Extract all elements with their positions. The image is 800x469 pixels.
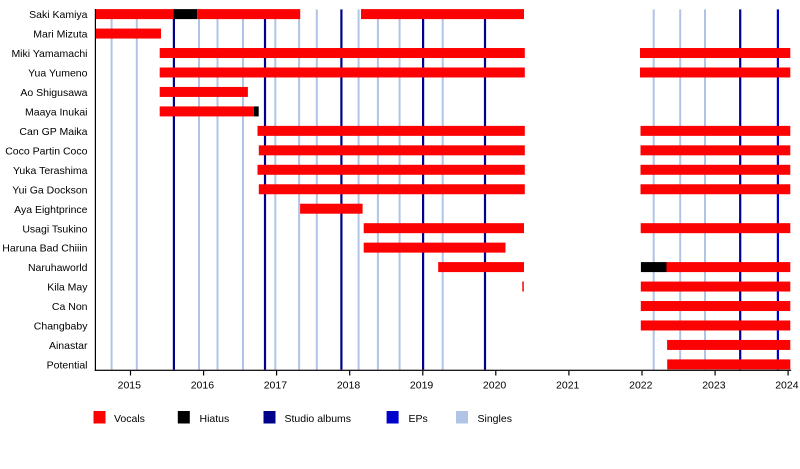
svg-text:Singles: Singles	[478, 413, 512, 425]
svg-text:2021: 2021	[556, 380, 580, 392]
svg-text:Yui Ga Dockson: Yui Ga Dockson	[12, 184, 87, 196]
svg-text:Haruna Bad Chiiin: Haruna Bad Chiiin	[2, 243, 87, 255]
svg-text:Yua Yumeno: Yua Yumeno	[28, 68, 88, 80]
svg-text:Kila May: Kila May	[47, 282, 88, 294]
svg-text:Potential: Potential	[47, 360, 88, 372]
svg-text:2019: 2019	[410, 380, 434, 392]
svg-text:2023: 2023	[702, 380, 726, 392]
svg-text:2016: 2016	[191, 380, 215, 392]
svg-text:Changbaby: Changbaby	[34, 321, 88, 333]
svg-text:Yuka Terashima: Yuka Terashima	[13, 165, 88, 177]
svg-text:Mari Mizuta: Mari Mizuta	[33, 29, 87, 41]
svg-text:Ainastar: Ainastar	[49, 340, 88, 352]
svg-text:2018: 2018	[337, 380, 361, 392]
svg-text:2020: 2020	[483, 380, 507, 392]
svg-text:Ca Non: Ca Non	[52, 301, 88, 313]
svg-text:EPs: EPs	[409, 413, 428, 425]
svg-text:Naruhaworld: Naruhaworld	[28, 262, 88, 274]
svg-text:Vocals: Vocals	[114, 413, 145, 425]
svg-text:Maaya Inukai: Maaya Inukai	[25, 107, 87, 119]
svg-text:Ao Shigusawa: Ao Shigusawa	[20, 87, 87, 99]
svg-text:Hiatus: Hiatus	[200, 413, 230, 425]
svg-text:Coco Partin Coco: Coco Partin Coco	[5, 145, 87, 157]
svg-text:2015: 2015	[118, 380, 142, 392]
svg-text:Can GP Maika: Can GP Maika	[19, 126, 87, 138]
svg-text:Saki Kamiya: Saki Kamiya	[29, 9, 88, 21]
svg-text:Aya Eightprince: Aya Eightprince	[14, 204, 88, 216]
svg-text:Usagi Tsukino: Usagi Tsukino	[22, 223, 87, 235]
svg-text:2017: 2017	[264, 380, 288, 392]
svg-text:Studio albums: Studio albums	[285, 413, 352, 425]
svg-text:2024: 2024	[775, 380, 799, 392]
svg-text:2022: 2022	[629, 380, 653, 392]
svg-text:Miki Yamamachi: Miki Yamamachi	[11, 48, 87, 60]
